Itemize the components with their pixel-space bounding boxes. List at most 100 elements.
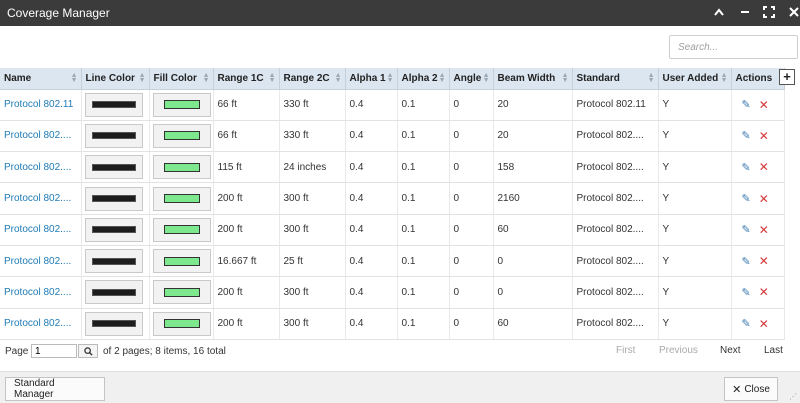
maximize-icon[interactable] bbox=[761, 4, 777, 20]
column-header[interactable]: Alpha 1 ▲ ▼ bbox=[345, 68, 398, 90]
column-header[interactable]: Standard ▲ ▼ bbox=[572, 68, 659, 90]
angle-cell: 0 bbox=[449, 308, 494, 340]
pencil-icon[interactable]: ✎ bbox=[741, 318, 751, 331]
collapse-icon[interactable] bbox=[711, 4, 727, 20]
delete-x-icon[interactable]: ✕ bbox=[758, 97, 769, 112]
fill-color-swatch[interactable] bbox=[152, 186, 211, 211]
pencil-icon[interactable]: ✎ bbox=[741, 99, 751, 112]
sort-icon[interactable]: ▲ ▼ bbox=[438, 72, 446, 84]
line-color-sample bbox=[91, 163, 136, 171]
fill-color-cell bbox=[149, 245, 214, 278]
fill-color-swatch[interactable] bbox=[152, 123, 211, 148]
table-row[interactable]: Protocol 802.... 200 ft 300 ft 0.4 0.1 0 60 Pro… bbox=[0, 214, 785, 246]
sort-icon[interactable]: ▲ ▼ bbox=[202, 72, 210, 84]
delete-x-icon[interactable]: ✕ bbox=[758, 254, 769, 269]
sort-icon[interactable]: ▲ ▼ bbox=[720, 72, 728, 84]
line-color-cell bbox=[81, 120, 150, 153]
search-icon[interactable] bbox=[78, 344, 98, 358]
delete-x-icon[interactable]: ✕ bbox=[758, 222, 769, 237]
column-header-label: Range 1C bbox=[217, 72, 264, 84]
sort-icon[interactable]: ▲ ▼ bbox=[268, 72, 276, 84]
add-coverage-button[interactable]: + bbox=[779, 69, 795, 85]
name-cell[interactable]: Protocol 802.... bbox=[0, 276, 82, 309]
minimize-icon[interactable] bbox=[737, 4, 753, 20]
fill-color-swatch[interactable] bbox=[152, 217, 211, 242]
line-color-swatch[interactable] bbox=[84, 92, 143, 117]
line-color-swatch[interactable] bbox=[84, 311, 143, 336]
line-color-cell bbox=[81, 89, 150, 121]
pager-previous[interactable]: Previous bbox=[659, 345, 698, 356]
name-cell[interactable]: Protocol 802.... bbox=[0, 308, 82, 340]
close-button[interactable]: ✕ Close bbox=[724, 377, 778, 401]
fill-color-swatch[interactable] bbox=[152, 92, 211, 117]
sort-icon[interactable]: ▲ ▼ bbox=[647, 72, 655, 84]
page-number-input[interactable] bbox=[31, 344, 77, 358]
line-color-swatch[interactable] bbox=[84, 186, 143, 211]
pencil-icon[interactable]: ✎ bbox=[741, 161, 751, 174]
fill-color-sample bbox=[163, 319, 200, 329]
name-cell[interactable]: Protocol 802.... bbox=[0, 182, 82, 215]
table-row[interactable]: Protocol 802.... 200 ft 300 ft 0.4 0.1 0 2160 P… bbox=[0, 182, 785, 215]
column-header[interactable]: User Added ▲ ▼ bbox=[658, 68, 732, 90]
fill-color-swatch[interactable] bbox=[152, 280, 211, 305]
delete-x-icon[interactable]: ✕ bbox=[758, 285, 769, 300]
column-header[interactable]: Fill Color ▲ ▼ bbox=[149, 68, 214, 90]
sort-icon[interactable]: ▲ ▼ bbox=[70, 72, 78, 84]
column-header[interactable]: Name ▲ ▼ bbox=[0, 68, 82, 90]
line-color-cell bbox=[81, 308, 150, 340]
pencil-icon[interactable]: ✎ bbox=[741, 193, 751, 206]
range-2c-cell: 330 ft bbox=[279, 120, 346, 153]
pencil-icon[interactable]: ✎ bbox=[741, 286, 751, 299]
pager-first[interactable]: First bbox=[616, 345, 636, 356]
delete-x-icon[interactable]: ✕ bbox=[758, 191, 769, 206]
table-row[interactable]: Protocol 802.... 16.667 ft 25 ft 0.4 0.1 0 0 Pr… bbox=[0, 245, 785, 278]
range-2c-cell: 300 ft bbox=[279, 308, 346, 340]
fill-color-swatch[interactable] bbox=[152, 155, 211, 180]
name-cell[interactable]: Protocol 802.11 bbox=[0, 89, 82, 121]
name-cell[interactable]: Protocol 802.... bbox=[0, 151, 82, 184]
column-header[interactable]: Alpha 2 ▲ ▼ bbox=[397, 68, 450, 90]
delete-x-icon[interactable]: ✕ bbox=[758, 160, 769, 175]
table-row[interactable]: Protocol 802.... 115 ft 24 inches 0.4 0.1 0 15… bbox=[0, 151, 785, 184]
table-row[interactable]: Protocol 802.... 200 ft 300 ft 0.4 0.1 0 0 Prot… bbox=[0, 276, 785, 309]
table-row[interactable]: Protocol 802.... 200 ft 300 ft 0.4 0.1 0 60 Pro… bbox=[0, 308, 785, 340]
user-added-cell: Y bbox=[658, 214, 732, 246]
table-row[interactable]: Protocol 802.11 66 ft 330 ft 0.4 0.1 0 20 Proto… bbox=[0, 89, 785, 121]
sort-icon[interactable]: ▲ ▼ bbox=[482, 72, 490, 84]
close-icon[interactable] bbox=[786, 4, 800, 20]
column-header[interactable]: Beam Width ▲ ▼ bbox=[493, 68, 573, 90]
column-header[interactable]: Line Color ▲ ▼ bbox=[81, 68, 150, 90]
fill-color-swatch[interactable] bbox=[152, 311, 211, 336]
line-color-swatch[interactable] bbox=[84, 155, 143, 180]
line-color-swatch[interactable] bbox=[84, 280, 143, 305]
search-input[interactable] bbox=[669, 35, 798, 59]
sort-icon[interactable]: ▲ ▼ bbox=[138, 72, 146, 84]
delete-x-icon[interactable]: ✕ bbox=[758, 128, 769, 143]
pencil-icon[interactable]: ✎ bbox=[741, 130, 751, 143]
column-header[interactable]: Angle ▲ ▼ bbox=[449, 68, 494, 90]
sort-icon[interactable]: ▲ ▼ bbox=[386, 72, 394, 84]
sort-icon[interactable]: ▲ ▼ bbox=[561, 72, 569, 84]
line-color-swatch[interactable] bbox=[84, 217, 143, 242]
line-color-swatch[interactable] bbox=[84, 249, 143, 274]
name-cell[interactable]: Protocol 802.... bbox=[0, 120, 82, 153]
column-header[interactable]: Actions bbox=[731, 68, 785, 90]
pager: Page of 2 pages; 8 items, 16 total First… bbox=[0, 342, 800, 362]
standard-cell: Protocol 802.... bbox=[572, 214, 659, 246]
name-cell[interactable]: Protocol 802.... bbox=[0, 245, 82, 278]
table-row[interactable]: Protocol 802.... 66 ft 330 ft 0.4 0.1 0 20 Prot… bbox=[0, 120, 785, 153]
pencil-icon[interactable]: ✎ bbox=[741, 255, 751, 268]
fill-color-swatch[interactable] bbox=[152, 249, 211, 274]
name-cell[interactable]: Protocol 802.... bbox=[0, 214, 82, 246]
pager-next[interactable]: Next bbox=[720, 345, 741, 356]
sort-icon[interactable]: ▲ ▼ bbox=[334, 72, 342, 84]
resize-grip-icon[interactable]: ⋰ bbox=[789, 392, 797, 401]
line-color-swatch[interactable] bbox=[84, 123, 143, 148]
pager-last[interactable]: Last bbox=[764, 345, 783, 356]
delete-x-icon[interactable]: ✕ bbox=[758, 316, 769, 331]
column-header[interactable]: Range 1C ▲ ▼ bbox=[213, 68, 280, 90]
actions-cell: ✎ ✕ bbox=[731, 276, 785, 309]
pencil-icon[interactable]: ✎ bbox=[741, 224, 751, 237]
column-header[interactable]: Range 2C ▲ ▼ bbox=[279, 68, 346, 90]
standard-manager-button[interactable]: Standard Manager bbox=[5, 377, 105, 401]
